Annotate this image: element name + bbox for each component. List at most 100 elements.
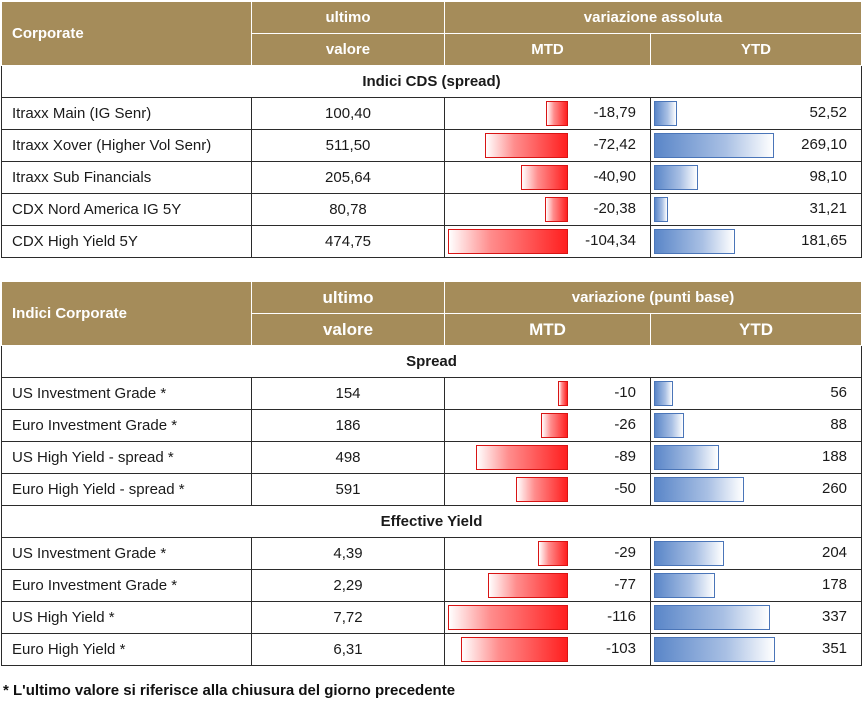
ytd-bar xyxy=(654,477,744,502)
ytd-value: 52,52 xyxy=(809,104,847,121)
section-title: Effective Yield xyxy=(0,505,863,538)
mtd-bar xyxy=(488,573,568,598)
row-name: Itraxx Sub Financials xyxy=(1,161,252,194)
row-name: Euro High Yield * xyxy=(1,633,252,666)
mtd-cell: -20,38 xyxy=(444,193,651,226)
row-name: US Investment Grade * xyxy=(1,377,252,410)
table-row: US High Yield - spread * 498 -89 188 xyxy=(1,441,863,474)
ytd-cell: 188 xyxy=(649,441,863,474)
table-row: CDX High Yield 5Y 474,75 -104,34 181,65 xyxy=(1,225,862,258)
ytd-value: 188 xyxy=(821,448,848,465)
table-row: Itraxx Main (IG Senr) 100,40 -18,79 52,52 xyxy=(1,97,862,130)
last-value: 511,50 xyxy=(251,129,445,162)
row-name: US High Yield * xyxy=(1,601,252,634)
mtd-value: -89 xyxy=(614,448,636,465)
last-value: 205,64 xyxy=(251,161,445,194)
ytd-value: 260 xyxy=(821,480,848,497)
ytd-bar xyxy=(654,101,677,126)
ytd-cell: 178 xyxy=(649,569,863,602)
ytd-value: 56 xyxy=(830,384,848,401)
row-name: Itraxx Main (IG Senr) xyxy=(1,97,252,130)
mtd-value: -40,90 xyxy=(593,168,636,185)
section-title: Indici CDS (spread) xyxy=(1,65,862,98)
mtd-cell: -77 xyxy=(444,569,651,602)
ytd-bar xyxy=(654,445,719,470)
ytd-cell: 31,21 xyxy=(650,193,862,226)
last-value: 186 xyxy=(251,409,445,442)
mtd-cell: -103 xyxy=(444,633,651,666)
ytd-cell: 337 xyxy=(649,601,863,634)
last-value: 7,72 xyxy=(251,601,445,634)
ytd-bar xyxy=(654,605,770,630)
ytd-bar xyxy=(654,573,715,598)
last-value-header-line2: valore xyxy=(251,313,445,346)
section-row: Effective Yield xyxy=(0,505,863,538)
mtd-value: -20,38 xyxy=(593,200,636,217)
last-value: 80,78 xyxy=(251,193,445,226)
row-name: US Investment Grade * xyxy=(1,537,252,570)
ytd-bar xyxy=(654,381,673,406)
table-row: US Investment Grade * 4,39 -29 204 xyxy=(1,537,863,570)
ytd-value: 269,10 xyxy=(801,136,847,153)
mtd-value: -77 xyxy=(614,576,636,593)
table-row: Itraxx Xover (Higher Vol Senr) 511,50 -72,… xyxy=(1,129,862,162)
ytd-header: YTD xyxy=(650,33,862,66)
ytd-cell: 204 xyxy=(649,537,863,570)
ytd-value: 204 xyxy=(821,544,848,561)
last-value: 498 xyxy=(251,441,445,474)
last-value: 591 xyxy=(251,473,445,506)
last-value: 474,75 xyxy=(251,225,445,258)
row-name: Euro Investment Grade * xyxy=(1,409,252,442)
ytd-header: YTD xyxy=(649,313,863,346)
mtd-value: -26 xyxy=(614,416,636,433)
mtd-bar xyxy=(541,413,568,438)
last-value-header-line2: valore xyxy=(251,33,445,66)
last-value: 154 xyxy=(251,377,445,410)
ytd-value: 178 xyxy=(821,576,848,593)
ytd-value: 351 xyxy=(821,640,848,657)
mtd-bar xyxy=(538,541,568,566)
mtd-value: -50 xyxy=(614,480,636,497)
mtd-cell: -116 xyxy=(444,601,651,634)
corner-header: Indici Corporate xyxy=(1,281,252,346)
table-row: US Investment Grade * 154 -10 56 xyxy=(1,377,863,410)
mtd-bar xyxy=(558,381,568,406)
table-row: CDX Nord America IG 5Y 80,78 -20,38 31,21 xyxy=(1,193,862,226)
ytd-cell: 260 xyxy=(649,473,863,506)
ytd-cell: 269,10 xyxy=(650,129,862,162)
last-value: 2,29 xyxy=(251,569,445,602)
cds-indices-table: Corporate ultimo variazione assoluta val… xyxy=(1,1,862,258)
mtd-value: -10 xyxy=(614,384,636,401)
ytd-bar xyxy=(654,165,698,190)
mtd-cell: -72,42 xyxy=(444,129,651,162)
ytd-cell: 181,65 xyxy=(650,225,862,258)
table-row: US High Yield * 7,72 -116 337 xyxy=(1,601,863,634)
section-title: Spread xyxy=(0,345,863,378)
mtd-bar xyxy=(448,605,568,630)
last-value-header-line1: ultimo xyxy=(251,281,445,314)
mtd-cell: -89 xyxy=(444,441,651,474)
row-name: Euro Investment Grade * xyxy=(1,569,252,602)
mtd-cell: -104,34 xyxy=(444,225,651,258)
row-name: CDX High Yield 5Y xyxy=(1,225,252,258)
corporate-indices-table: Indici Corporate ultimo variazione (punt… xyxy=(0,281,863,666)
ytd-value: 88 xyxy=(830,416,848,433)
mtd-value: -103 xyxy=(605,640,636,657)
section-row: Spread xyxy=(0,345,863,378)
ytd-cell: 351 xyxy=(649,633,863,666)
mtd-value: -104,34 xyxy=(585,232,636,249)
table-row: Euro Investment Grade * 2,29 -77 178 xyxy=(1,569,863,602)
mtd-cell: -40,90 xyxy=(444,161,651,194)
mtd-bar xyxy=(521,165,568,190)
mtd-bar xyxy=(476,445,568,470)
ytd-value: 31,21 xyxy=(809,200,847,217)
mtd-bar xyxy=(545,197,568,222)
mtd-cell: -10 xyxy=(444,377,651,410)
ytd-cell: 98,10 xyxy=(650,161,862,194)
last-value-header-line1: ultimo xyxy=(251,1,445,34)
mtd-value: -18,79 xyxy=(593,104,636,121)
table-row: Euro Investment Grade * 186 -26 88 xyxy=(1,409,863,442)
ytd-bar xyxy=(654,229,735,254)
mtd-value: -116 xyxy=(607,608,636,625)
mtd-value: -72,42 xyxy=(593,136,636,153)
